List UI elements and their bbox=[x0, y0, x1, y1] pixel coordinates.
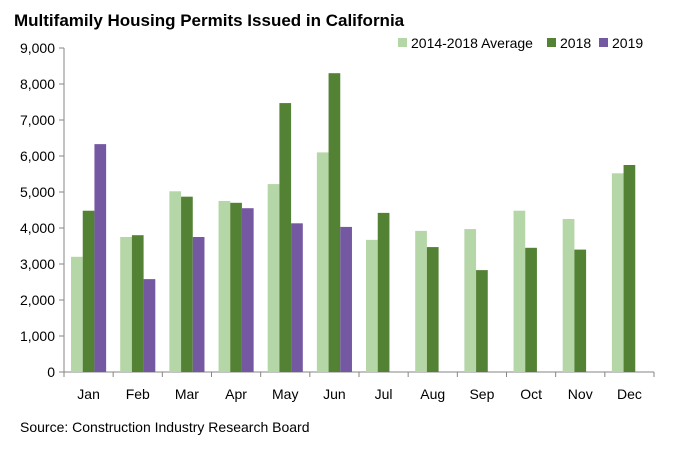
bar-jul-series-0 bbox=[366, 239, 378, 372]
source-note: Source: Construction Industry Research B… bbox=[20, 419, 309, 435]
bar-nov-series-1 bbox=[574, 249, 587, 372]
legend-label: 2019 bbox=[612, 35, 643, 51]
legend-label: 2014-2018 Average bbox=[411, 35, 533, 51]
bar-dec-series-0 bbox=[611, 173, 624, 372]
x-tick-label: Jul bbox=[375, 386, 393, 402]
y-tick-label: 9,000 bbox=[20, 40, 55, 56]
x-tick-label: Mar bbox=[175, 386, 199, 402]
bar-oct-series-1 bbox=[525, 247, 537, 372]
x-tick-label: Jun bbox=[323, 386, 346, 402]
bar-apr-series-1 bbox=[230, 202, 242, 372]
y-tick-label: 5,000 bbox=[20, 184, 55, 200]
bar-jul-series-1 bbox=[377, 212, 390, 372]
bar-apr-series-0 bbox=[218, 201, 231, 372]
x-tick-label: May bbox=[272, 386, 298, 402]
bars bbox=[71, 73, 636, 372]
bar-jun-series-0 bbox=[316, 152, 329, 372]
y-tick-label: 1,000 bbox=[20, 328, 55, 344]
x-tick-label: Apr bbox=[225, 386, 247, 402]
x-tick-label: Sep bbox=[469, 386, 494, 402]
legend-swatch bbox=[599, 38, 608, 47]
bar-sep-series-0 bbox=[464, 229, 477, 372]
bar-may-series-1 bbox=[279, 103, 292, 372]
bar-may-series-2 bbox=[291, 223, 303, 372]
bar-oct-series-0 bbox=[513, 210, 526, 372]
bar-may-series-0 bbox=[267, 184, 280, 372]
bar-dec-series-1 bbox=[623, 165, 636, 372]
y-tick-label: 0 bbox=[47, 364, 55, 380]
x-tick-label: Nov bbox=[568, 386, 593, 402]
y-tick-label: 6,000 bbox=[20, 148, 55, 164]
x-tick-label: Jan bbox=[77, 386, 100, 402]
bar-mar-series-1 bbox=[181, 196, 193, 372]
y-axis: 0 1,000 2,000 3,000 4,000 5,000 6,000 7,000 8,00… bbox=[20, 40, 65, 380]
x-tick-label: Oct bbox=[520, 386, 542, 402]
y-tick-label: 7,000 bbox=[20, 112, 55, 128]
chart-title: Multifamily Housing Permits Issued in Ca… bbox=[14, 11, 405, 30]
bar-jan-series-0 bbox=[71, 256, 83, 372]
legend-swatch bbox=[547, 38, 556, 47]
bar-apr-series-2 bbox=[241, 208, 254, 372]
x-tick-label: Dec bbox=[617, 386, 642, 402]
legend-swatch bbox=[398, 38, 407, 47]
legend: 2014-2018 Average 2018 2019 bbox=[398, 35, 643, 51]
y-tick-label: 2,000 bbox=[20, 292, 55, 308]
x-tick-label: Aug bbox=[420, 386, 445, 402]
y-tick-label: 8,000 bbox=[20, 76, 55, 92]
bar-feb-series-0 bbox=[120, 237, 132, 372]
y-tick-label: 4,000 bbox=[20, 220, 55, 236]
x-tick-label: Feb bbox=[126, 386, 150, 402]
bar-jun-series-1 bbox=[328, 73, 341, 372]
y-tick-label: 3,000 bbox=[20, 256, 55, 272]
bar-sep-series-1 bbox=[476, 270, 488, 372]
bar-jan-series-2 bbox=[94, 144, 107, 372]
bar-jan-series-1 bbox=[82, 210, 95, 372]
bar-aug-series-1 bbox=[426, 247, 439, 372]
x-axis: Jan Feb Mar Apr May Jun Jul Aug Sep Oct Nov Dec bbox=[63, 371, 655, 402]
bar-jun-series-2 bbox=[340, 226, 352, 372]
bar-feb-series-2 bbox=[143, 279, 156, 372]
bar-mar-series-0 bbox=[169, 191, 182, 372]
legend-label: 2018 bbox=[560, 35, 591, 51]
bar-nov-series-0 bbox=[562, 219, 575, 372]
bar-feb-series-1 bbox=[131, 235, 144, 372]
bar-aug-series-0 bbox=[415, 230, 427, 372]
bar-mar-series-2 bbox=[192, 237, 205, 372]
